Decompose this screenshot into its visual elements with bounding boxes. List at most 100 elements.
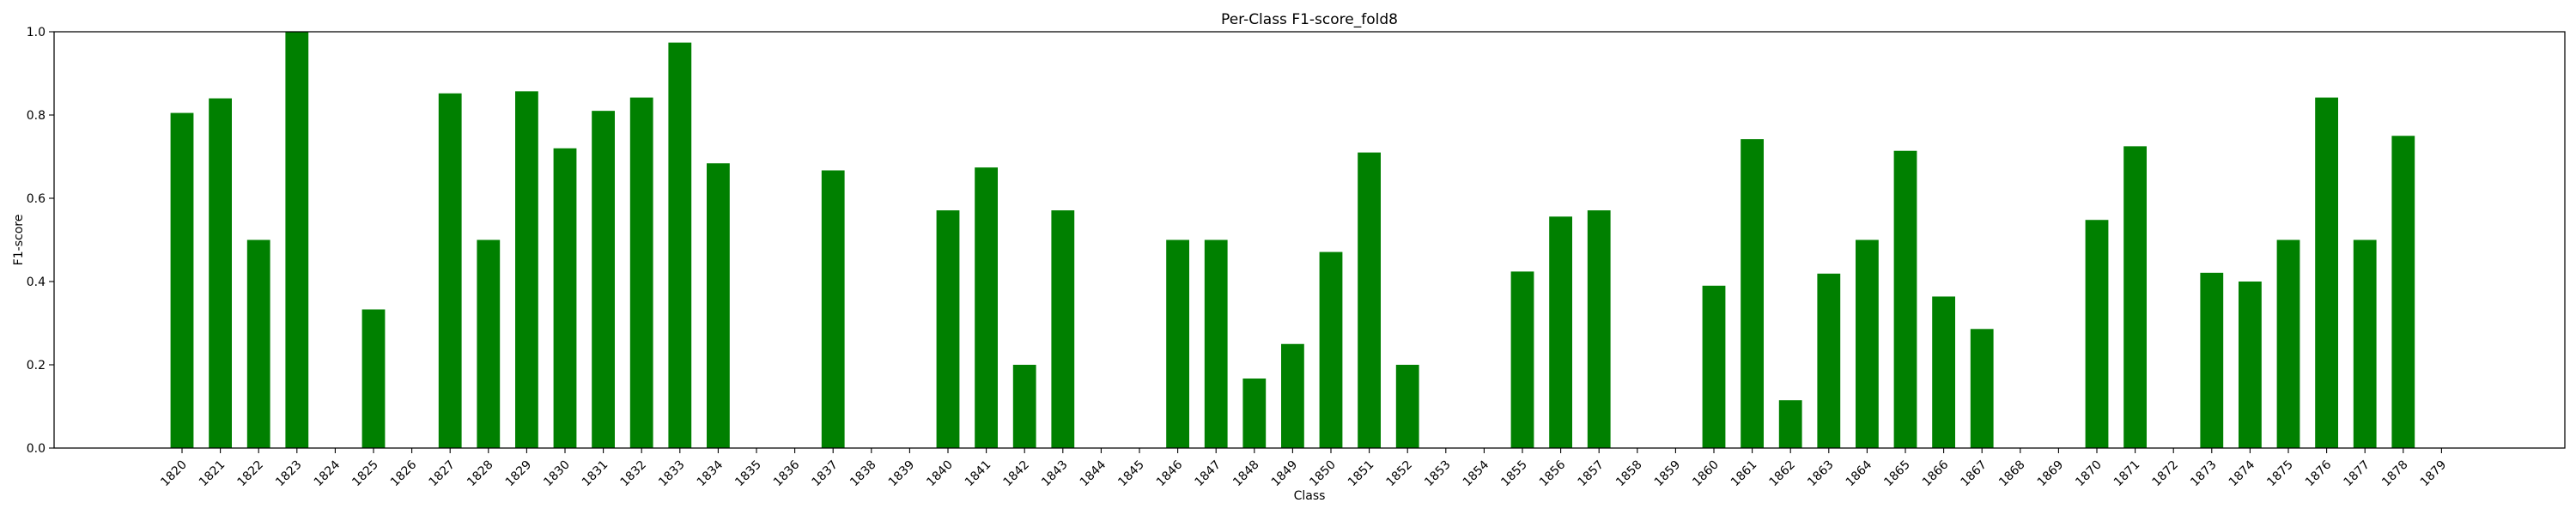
bar-1822 [246,239,270,448]
bar-1846 [1166,239,1189,448]
bar-1841 [975,167,998,449]
x-tick-label-1838: 1838 [848,458,879,490]
bar-1870 [2085,220,2109,448]
bar-1829 [515,91,538,449]
bar-1850 [1319,251,1343,448]
bar-1847 [1204,239,1228,448]
bar-1860 [1702,285,1726,448]
x-tick-label-1866: 1866 [1920,457,1952,489]
bar-1863 [1817,273,1841,448]
x-tick-label-1868: 1868 [1996,458,2028,490]
bar-1828 [477,239,501,448]
bar-1876 [2315,97,2338,448]
bar-1867 [1970,329,1994,448]
x-tick-label-1879: 1879 [2418,458,2450,490]
chart-title: Per-Class F1-score_fold8 [1221,11,1398,28]
bar-1831 [592,111,615,448]
x-tick-label-1875: 1875 [2264,458,2296,490]
x-tick-label-1855: 1855 [1498,458,1530,490]
bar-1857 [1587,210,1611,448]
bar-1878 [2391,136,2415,448]
x-tick-label-1861: 1861 [1728,458,1760,490]
x-tick-label-1851: 1851 [1346,458,1377,490]
x-tick-label-1874: 1874 [2227,457,2258,489]
x-tick-label-1864: 1864 [1844,457,1875,489]
x-axis-ticks: 1820 1821 1822 1823 1824 1825 1826 1827 1828 1829… [158,448,2449,489]
x-tick-label-1834: 1834 [695,457,726,489]
x-tick-label-1831: 1831 [580,458,611,490]
x-tick-label-1850: 1850 [1307,458,1339,490]
plot-frame [53,31,2566,449]
y-axis-title: F1-score [12,215,26,266]
x-tick-label-1853: 1853 [1422,458,1454,490]
x-tick-label-1830: 1830 [541,458,573,490]
x-tick-label-1856: 1856 [1537,457,1569,489]
bar-1851 [1358,152,1381,448]
x-tick-label-1828: 1828 [465,458,496,490]
x-tick-label-1871: 1871 [2111,458,2143,490]
x-tick-label-1836: 1836 [771,457,803,489]
bar-1830 [553,148,577,449]
x-tick-label-1835: 1835 [732,458,764,490]
x-tick-label-1846: 1846 [1154,457,1186,489]
bar-1875 [2276,239,2300,448]
bar-1871 [2123,146,2147,449]
x-tick-label-1877: 1877 [2342,458,2373,490]
x-tick-label-1841: 1841 [963,458,994,490]
x-tick-label-1870: 1870 [2073,458,2105,490]
x-tick-label-1876: 1876 [2303,457,2335,489]
bar-1862 [1778,400,1802,448]
x-tick-label-1852: 1852 [1384,458,1416,490]
x-tick-label-1878: 1878 [2379,458,2411,490]
x-tick-label-1827: 1827 [427,458,459,490]
bar-1823 [285,32,309,448]
bar-1843 [1051,210,1075,448]
bar-1849 [1281,343,1304,448]
x-tick-label-1832: 1832 [618,458,650,490]
bars-group [170,32,2415,449]
bar-1825 [361,309,386,448]
x-tick-label-1840: 1840 [924,458,956,490]
bar-1837 [821,170,845,448]
x-tick-label-1858: 1858 [1613,458,1645,490]
x-tick-label-1867: 1867 [1959,458,1990,490]
x-tick-label-1826: 1826 [388,457,420,489]
x-tick-label-1824: 1824 [312,457,343,489]
x-tick-label-1854: 1854 [1461,457,1492,489]
bar-1852 [1395,365,1419,448]
x-tick-label-1863: 1863 [1805,458,1837,490]
x-tick-label-1837: 1837 [810,458,841,490]
bar-1834 [707,163,730,448]
y-tick-label-0.0: 0.0 [27,442,46,456]
bar-1861 [1741,139,1764,448]
x-tick-label-1849: 1849 [1269,458,1301,490]
bar-1827 [438,93,462,448]
bar-1873 [2200,272,2224,448]
x-tick-label-1860: 1860 [1690,458,1722,490]
bar-1842 [1012,365,1036,448]
x-tick-label-1822: 1822 [235,458,267,490]
bar-1874 [2239,282,2262,448]
x-tick-label-1820: 1820 [158,458,190,490]
x-tick-label-1872: 1872 [2150,458,2182,490]
y-tick-label-1.0: 1.0 [27,26,46,39]
x-tick-label-1821: 1821 [197,458,228,490]
x-tick-label-1845: 1845 [1115,458,1147,490]
bar-1840 [936,210,960,448]
y-tick-label-0.4: 0.4 [27,276,46,289]
x-tick-label-1862: 1862 [1767,458,1799,490]
bar-1820 [170,112,194,448]
x-tick-label-1825: 1825 [349,458,381,490]
x-tick-label-1844: 1844 [1078,457,1109,489]
y-tick-label-0.8: 0.8 [27,109,46,123]
bar-1866 [1932,296,1955,448]
x-axis-title: Class [1294,489,1326,503]
x-tick-label-1823: 1823 [273,458,305,490]
x-tick-label-1843: 1843 [1039,458,1071,490]
x-tick-label-1839: 1839 [886,458,918,490]
x-tick-label-1848: 1848 [1230,458,1262,490]
x-tick-label-1873: 1873 [2188,458,2220,490]
x-tick-label-1869: 1869 [2035,458,2067,490]
bar-1821 [209,98,232,448]
